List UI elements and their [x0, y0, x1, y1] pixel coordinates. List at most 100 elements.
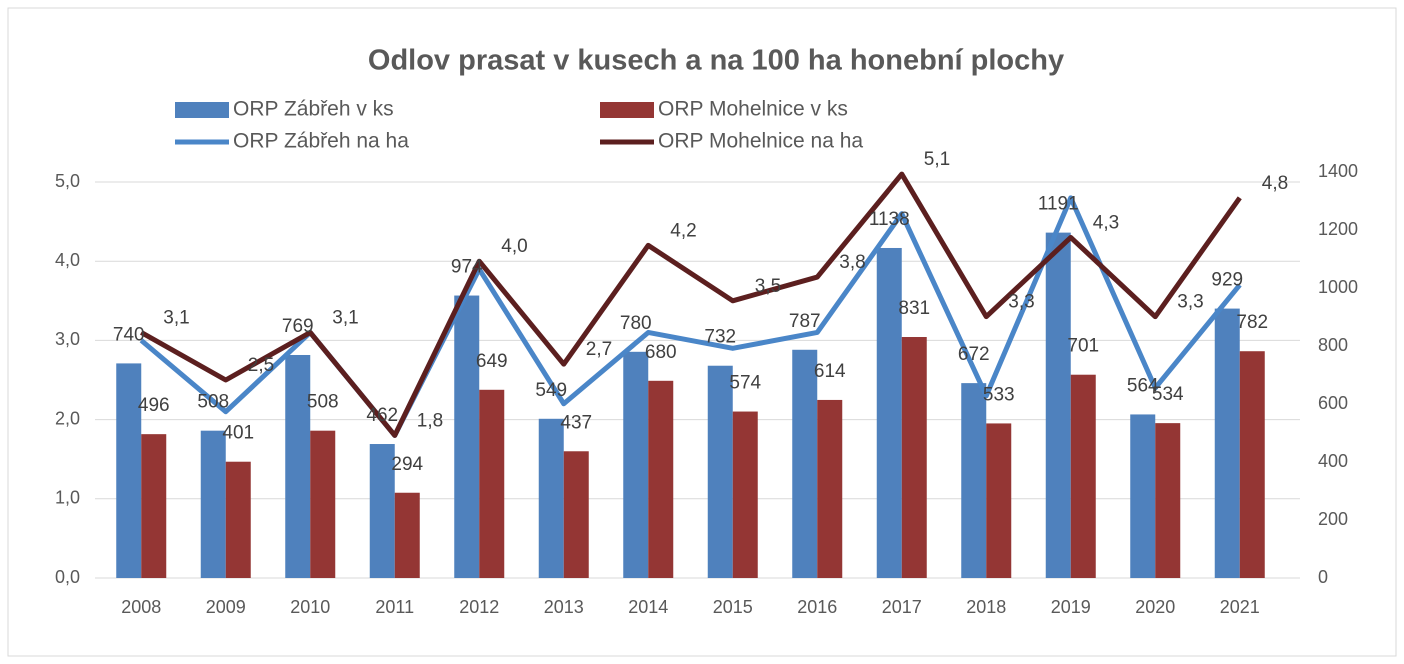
x-tick-label: 2016 [797, 597, 837, 617]
bar [623, 351, 649, 578]
data-label: 462 [366, 405, 398, 426]
data-label: 534 [1152, 384, 1184, 405]
data-label: 5,1 [924, 149, 950, 170]
x-tick-label: 2021 [1220, 597, 1260, 617]
data-label: 732 [704, 327, 736, 348]
bar [310, 430, 336, 578]
data-label: 649 [476, 351, 508, 372]
data-label: 549 [535, 380, 567, 401]
data-label: 831 [898, 298, 930, 319]
bar [538, 418, 564, 578]
x-tick-label: 2010 [290, 597, 330, 617]
data-label: 614 [814, 361, 846, 382]
data-label: 4,3 [1093, 212, 1119, 233]
bar [1130, 414, 1156, 578]
bar [1155, 423, 1181, 578]
data-label: 2,7 [586, 339, 612, 360]
x-tick-label: 2012 [459, 597, 499, 617]
y-tick-label: 3,0 [55, 329, 80, 349]
data-label: 701 [1067, 336, 1099, 357]
data-label: 769 [282, 316, 314, 337]
x-tick-label: 2013 [544, 597, 584, 617]
x-tick-label: 2017 [882, 597, 922, 617]
data-label: 3,3 [1177, 292, 1203, 313]
x-tick-label: 2019 [1051, 597, 1091, 617]
x-tick-label: 2014 [628, 597, 668, 617]
data-label: 3,5 [755, 276, 781, 297]
bar [563, 451, 589, 578]
bar [285, 354, 311, 578]
data-label: 4,0 [501, 236, 527, 257]
data-label: 496 [138, 395, 170, 416]
y2-tick-label: 600 [1318, 393, 1348, 413]
bar [200, 430, 226, 578]
data-label: 4,8 [1262, 173, 1288, 194]
legend-label: ORP Mohelnice v ks [658, 98, 848, 121]
data-label: 929 [1211, 270, 1243, 291]
data-label: 401 [222, 423, 254, 444]
y2-tick-label: 1000 [1318, 277, 1358, 297]
x-tick-label: 2015 [713, 597, 753, 617]
data-label: 680 [645, 342, 677, 363]
y-tick-label: 4,0 [55, 250, 80, 270]
bar [961, 383, 987, 578]
data-label: 1,8 [417, 410, 443, 431]
data-label: 672 [958, 344, 990, 365]
bar [876, 247, 902, 579]
data-label: 740 [113, 324, 145, 345]
bar [1070, 374, 1096, 578]
bar [1239, 351, 1265, 578]
y2-tick-label: 800 [1318, 335, 1348, 355]
x-tick-label: 2008 [121, 597, 161, 617]
data-label: 3,3 [1008, 292, 1034, 313]
data-label: 294 [391, 454, 423, 475]
bar [732, 411, 758, 578]
data-label: 533 [983, 384, 1015, 405]
bar [817, 399, 843, 578]
y2-tick-label: 400 [1318, 451, 1348, 471]
data-label: 1191 [1038, 194, 1079, 215]
data-label: 4,2 [670, 220, 696, 241]
data-label: 782 [1236, 312, 1268, 333]
bar [707, 365, 733, 578]
bar [369, 444, 395, 578]
bar [479, 389, 505, 578]
x-tick-label: 2020 [1135, 597, 1175, 617]
bar [1045, 232, 1071, 579]
line-series [140, 171, 1242, 438]
data-label: 508 [307, 392, 339, 413]
legend-swatch [600, 102, 654, 118]
data-label: 974 [451, 257, 483, 278]
bar [454, 295, 480, 578]
bar [1214, 308, 1240, 578]
legend-label: ORP Zábřeh v ks [233, 98, 394, 121]
y-tick-label: 5,0 [55, 171, 80, 191]
y2-tick-label: 200 [1318, 509, 1348, 529]
legend-label: ORP Mohelnice na ha [658, 130, 863, 153]
legend-label: ORP Zábřeh na ha [233, 130, 409, 153]
y2-tick-label: 1200 [1318, 219, 1358, 239]
legend-swatch [175, 102, 229, 118]
data-label: 780 [620, 313, 652, 334]
data-label: 3,1 [332, 307, 358, 328]
data-label: 787 [789, 311, 821, 332]
x-tick-label: 2009 [206, 597, 246, 617]
y-tick-label: 1,0 [55, 488, 80, 508]
bar [648, 380, 674, 578]
data-label: 508 [197, 392, 229, 413]
x-tick-label: 2018 [966, 597, 1006, 617]
bar [792, 349, 818, 578]
chart-title: Odlov prasat v kusech a na 100 ha honebn… [368, 45, 1064, 77]
bar [986, 423, 1012, 578]
bar [394, 492, 420, 578]
data-label: 1138 [869, 209, 910, 230]
data-label: 3,8 [839, 252, 865, 273]
y-tick-label: 0,0 [55, 567, 80, 587]
data-label: 437 [560, 412, 592, 433]
data-label: 564 [1127, 375, 1159, 396]
bar [141, 434, 167, 578]
y2-tick-label: 1400 [1318, 161, 1358, 181]
y2-tick-label: 0 [1318, 567, 1328, 587]
data-label: 574 [729, 373, 761, 394]
